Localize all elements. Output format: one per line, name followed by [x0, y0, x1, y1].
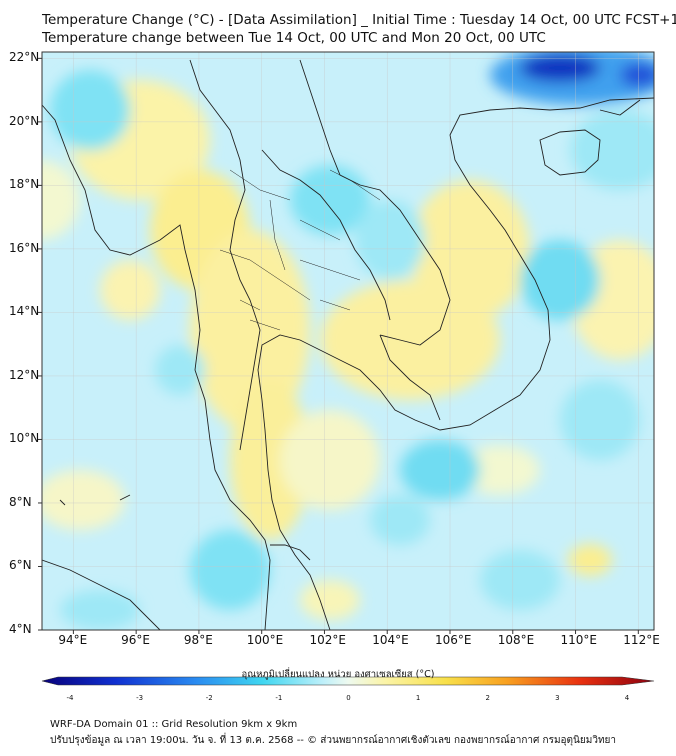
temperature-field — [42, 52, 654, 630]
lat-label: 16°N — [9, 240, 40, 255]
border-laos — [299, 59, 451, 346]
coastline-sumatra — [42, 559, 161, 630]
border-provinces — [219, 169, 381, 331]
lat-label: 8°N — [9, 494, 32, 509]
colorbar — [41, 676, 655, 686]
lat-label: 22°N — [9, 50, 40, 65]
lon-label: 102°E — [309, 633, 346, 647]
border-thailand-malaysia — [270, 544, 311, 561]
colorbar-tick-label: -3 — [136, 694, 144, 702]
lon-label: 100°E — [246, 633, 284, 647]
border-myanmar-thailand — [189, 59, 261, 451]
map-subtitle: Temperature change between Tue 14 Oct, 0… — [42, 30, 546, 46]
colorbar-tick-label: 3 — [555, 694, 560, 702]
lat-label: 14°N — [9, 304, 40, 319]
colorbar-tick-label: -4 — [66, 694, 74, 702]
coastline-borders — [42, 59, 654, 630]
axis-ticks — [38, 57, 639, 634]
lon-label: 96°E — [121, 633, 150, 647]
border-cambodia-vietnam — [379, 334, 441, 421]
colorbar-strip — [41, 676, 655, 686]
colorbar-title: อุณหภูมิเปลี่ยนแปลง หน่วย องศาเซลเซียส (… — [241, 669, 435, 680]
coastline-hainan — [539, 129, 601, 176]
lat-label: 20°N — [9, 113, 40, 128]
footer-resolution: WRF-DA Domain 01 :: Grid Resolution 9km … — [50, 719, 298, 730]
colorbar-tick-label: 4 — [624, 694, 630, 702]
lon-label: 110°E — [560, 633, 598, 647]
map-title: Temperature Change (°C) - [Data Assimila… — [42, 12, 676, 28]
colorbar-tick-label: -2 — [205, 694, 213, 702]
lon-label: 112°E — [623, 633, 660, 647]
coastline-gulf-of-thailand — [257, 97, 654, 630]
colorbar-tick-label: 2 — [485, 694, 490, 702]
lat-label: 10°N — [9, 431, 40, 446]
coastline-mainland — [42, 104, 271, 630]
lon-label: 98°E — [183, 633, 213, 647]
colorbar-tick-label: 1 — [415, 694, 421, 702]
lat-label: 4°N — [9, 622, 32, 636]
coastline-islands — [59, 99, 641, 506]
lon-label: 104°E — [372, 633, 409, 647]
lon-label: 106°E — [435, 633, 472, 647]
colorbar-tick-label: 0 — [346, 694, 351, 702]
border-thailand-laos — [261, 149, 391, 321]
lat-label: 6°N — [9, 558, 32, 573]
lon-label: 94°E — [58, 633, 88, 647]
footer-credit: ปรับปรุงข้อมูล ณ เวลา 19:00น. วัน จ. ที่… — [50, 735, 617, 746]
lat-label: 18°N — [9, 177, 40, 192]
lon-label: 108°E — [497, 633, 535, 647]
lat-label: 12°N — [9, 367, 40, 382]
temperature-change-map — [38, 51, 655, 686]
map-frame — [41, 51, 655, 631]
colorbar-tick-label: -1 — [275, 694, 283, 702]
